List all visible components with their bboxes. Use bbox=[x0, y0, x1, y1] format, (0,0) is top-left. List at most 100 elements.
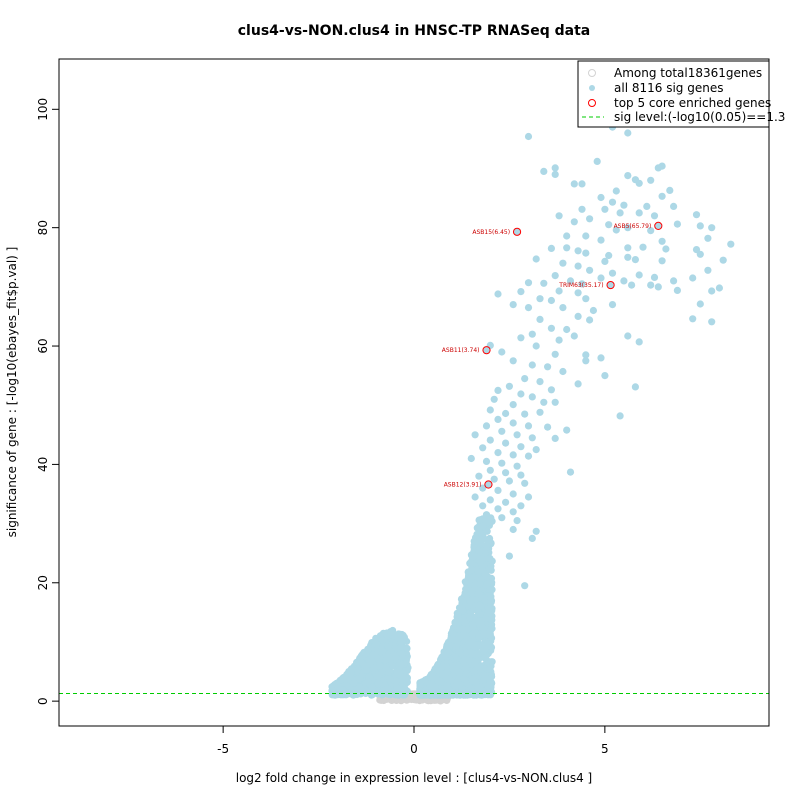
sig-gene-point bbox=[498, 427, 506, 435]
sig-gene-point bbox=[482, 457, 491, 465]
sig-gene-point bbox=[509, 419, 517, 427]
sig-gene-point bbox=[536, 295, 544, 303]
sig-gene-point bbox=[547, 386, 556, 394]
sig-gene-point bbox=[555, 336, 563, 344]
sig-gene-point bbox=[462, 663, 470, 672]
sig-gene-point bbox=[635, 338, 643, 346]
sig-gene-point bbox=[449, 635, 457, 644]
sig-gene-point bbox=[483, 536, 491, 544]
sig-gene-point bbox=[635, 179, 643, 187]
sig-gene-point bbox=[498, 514, 506, 522]
y-tick-label: 80 bbox=[36, 220, 50, 235]
sig-gene-point bbox=[647, 227, 655, 235]
sig-gene-point bbox=[605, 221, 613, 229]
sig-gene-point bbox=[597, 236, 605, 244]
sig-gene-point bbox=[696, 300, 704, 308]
sig-gene-point bbox=[547, 244, 556, 252]
sig-gene-point bbox=[582, 357, 590, 365]
sig-gene-point bbox=[482, 422, 491, 430]
sig-gene-point bbox=[478, 563, 486, 571]
sig-gene-point bbox=[524, 452, 533, 460]
sig-gene-point bbox=[524, 422, 533, 430]
sig-gene-point bbox=[631, 256, 640, 264]
sig-gene-point bbox=[464, 641, 472, 649]
sig-gene-point bbox=[509, 357, 517, 365]
core-genes-layer: ASB15(6.45) ASB5(65.79) TRIM63(35.17) ASB11… bbox=[442, 221, 663, 489]
sig-gene-point bbox=[368, 683, 376, 691]
legend-marker-core bbox=[588, 99, 596, 107]
sig-gene-point bbox=[475, 525, 483, 533]
sig-gene-point bbox=[532, 527, 540, 535]
sig-gene-point bbox=[421, 687, 429, 695]
sig-gene-point bbox=[494, 505, 502, 513]
sig-gene-point bbox=[624, 332, 632, 340]
sig-gene-point bbox=[374, 672, 382, 681]
sig-gene-point bbox=[551, 164, 559, 172]
legend-box bbox=[577, 60, 770, 128]
sig-gene-point bbox=[486, 436, 494, 444]
sig-gene-point bbox=[563, 244, 571, 252]
sig-gene-point bbox=[551, 170, 559, 178]
sig-gene-point bbox=[582, 232, 590, 240]
sig-gene-point bbox=[616, 209, 624, 217]
sig-gene-point bbox=[470, 552, 478, 560]
sig-gene-point bbox=[563, 426, 571, 434]
x-tick-label: 0 bbox=[410, 742, 418, 756]
sig-gene-point bbox=[624, 172, 632, 180]
sig-gene-point bbox=[471, 431, 479, 439]
sig-gene-point bbox=[479, 624, 487, 632]
sig-gene-point bbox=[474, 663, 482, 671]
sig-gene-point bbox=[624, 244, 632, 252]
core-gene-point bbox=[484, 480, 493, 489]
sig-gene-point bbox=[521, 375, 529, 383]
sig-gene-point bbox=[379, 636, 387, 644]
sig-gene-point bbox=[494, 386, 502, 394]
sig-gene-point bbox=[639, 243, 647, 251]
sig-gene-point bbox=[459, 607, 467, 615]
sig-gene-point bbox=[570, 332, 578, 340]
sig-gene-point bbox=[483, 542, 491, 550]
legend: Among total18361genes all 8116 sig genes… bbox=[577, 60, 785, 128]
sig-gene-point bbox=[559, 304, 567, 312]
sig-gene-point bbox=[403, 644, 411, 653]
sig-gene-point bbox=[364, 646, 372, 654]
sig-gene-point bbox=[488, 557, 496, 565]
sig-gene-point bbox=[517, 502, 525, 510]
sig-gene-point bbox=[475, 548, 483, 556]
sig-gene-point bbox=[403, 667, 411, 675]
sig-gene-point bbox=[462, 632, 470, 640]
sig-gene-point bbox=[536, 315, 544, 323]
sig-gene-point bbox=[528, 361, 536, 369]
y-axis: 0 20 40 60 80 100 bbox=[36, 98, 60, 705]
sig-gene-point bbox=[574, 289, 582, 297]
y-tick-label: 0 bbox=[36, 697, 50, 705]
sig-gene-point bbox=[566, 468, 575, 476]
sig-gene-point bbox=[612, 226, 620, 234]
sig-gene-point bbox=[524, 279, 533, 287]
sig-gene-point bbox=[524, 304, 533, 312]
sig-gene-point bbox=[471, 493, 479, 501]
sig-gene-point bbox=[521, 479, 529, 487]
sig-gene-point bbox=[446, 676, 454, 684]
sig-gene-point bbox=[673, 286, 682, 294]
sig-gene-point bbox=[551, 398, 559, 406]
sig-gene-point bbox=[612, 187, 620, 195]
sig-gene-point bbox=[509, 401, 517, 409]
sig-gene-point bbox=[434, 677, 442, 686]
sig-gene-point bbox=[658, 237, 666, 245]
sig-gene-point bbox=[582, 249, 590, 257]
sig-gene-point bbox=[429, 674, 437, 682]
sig-gene-point bbox=[488, 658, 496, 666]
sig-gene-point bbox=[467, 648, 475, 656]
sig-gene-point bbox=[486, 406, 494, 414]
sig-gene-point bbox=[582, 351, 590, 359]
sig-gene-point bbox=[517, 471, 525, 479]
sig-gene-point bbox=[384, 685, 392, 693]
sig-gene-point bbox=[398, 650, 406, 658]
sig-gene-point bbox=[586, 316, 594, 324]
sig-gene-point bbox=[662, 245, 670, 253]
sig-gene-point bbox=[555, 212, 563, 220]
sig-gene-point bbox=[509, 451, 517, 459]
sig-gene-point bbox=[364, 678, 372, 686]
